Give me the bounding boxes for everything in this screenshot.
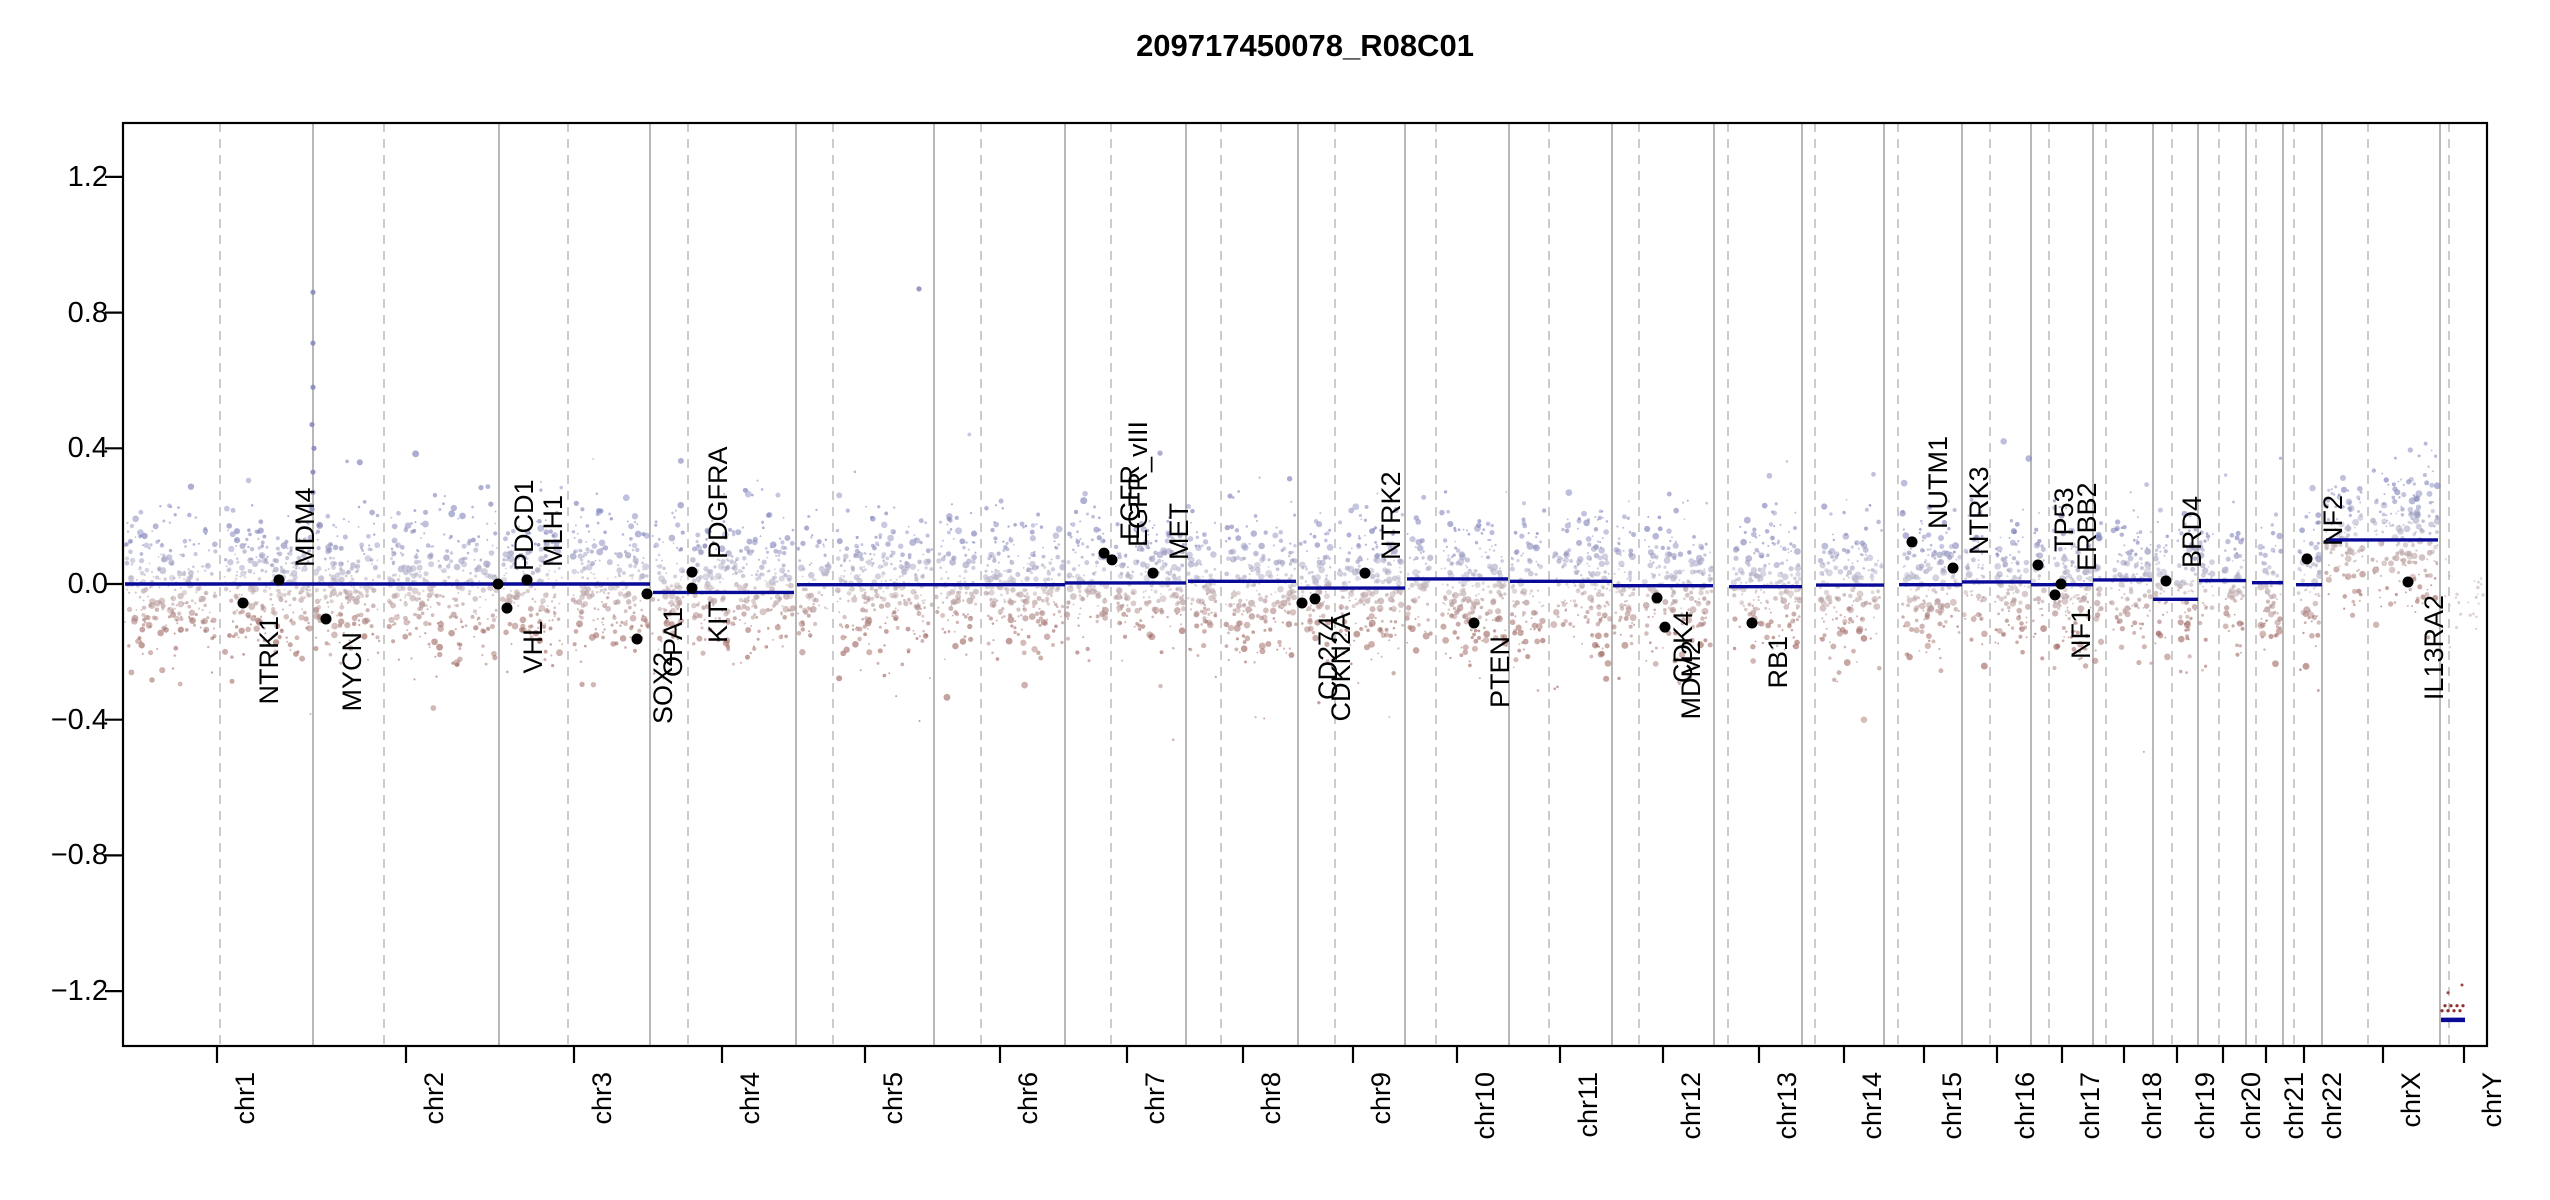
gene-marker-IL13RA2	[2402, 576, 2414, 588]
x-tick-label-chr22: chr22	[2317, 1072, 2347, 1140]
x-tick-label-chr20: chr20	[2236, 1072, 2266, 1140]
gene-label-MDM4: MDM4	[290, 487, 320, 567]
gene-label-PDCD1: PDCD1	[509, 479, 539, 571]
gene-label-PDGFRA: PDGFRA	[703, 446, 733, 560]
gene-marker-NF1	[2049, 589, 2061, 601]
x-tick-label-chr13: chr13	[1772, 1072, 1802, 1140]
gene-marker-RB1	[1746, 617, 1758, 629]
y-tick-label-−1.2: −1.2	[50, 975, 108, 1008]
gene-marker-NTRK2	[1359, 567, 1371, 579]
x-tick-label-chr11: chr11	[1573, 1072, 1603, 1138]
gene-label-CDKN2A: CDKN2A	[1326, 611, 1356, 722]
gene-label-NUTM1: NUTM1	[1923, 435, 1953, 529]
x-tick-label-chrX: chrX	[2396, 1072, 2426, 1128]
gene-marker-NTRK1	[237, 597, 249, 609]
x-tick-label-chr7: chr7	[1140, 1072, 1170, 1125]
x-tick-label-chr2: chr2	[419, 1072, 449, 1125]
x-tick-label-chr10: chr10	[1470, 1072, 1500, 1140]
gene-marker-MYCN	[320, 613, 332, 625]
x-tick-label-chrY: chrY	[2477, 1072, 2507, 1128]
gene-marker-KIT	[686, 582, 698, 594]
gene-label-MET: MET	[1164, 503, 1194, 561]
gene-marker-CD274	[1296, 597, 1308, 609]
gene-label-NF2: NF2	[2318, 494, 2348, 546]
gene-marker-CDKN2A	[1309, 593, 1321, 605]
gene-marker-VHL	[501, 602, 513, 614]
gene-marker-PDGFRA	[686, 566, 698, 578]
gene-marker-EGFR	[1098, 547, 1110, 559]
gene-marker-SOX2	[631, 633, 643, 645]
x-tick-label-chr3: chr3	[587, 1072, 617, 1125]
gene-marker-BRD4	[2160, 575, 2172, 587]
gene-marker-MLH1	[521, 574, 533, 586]
x-tick-label-chr15: chr15	[1937, 1072, 1967, 1140]
gene-label-BRD4: BRD4	[2177, 495, 2207, 568]
x-tick-label-chr19: chr19	[2190, 1072, 2220, 1140]
x-tick-label-chr6: chr6	[1013, 1072, 1043, 1125]
gene-marker-PDCD1	[492, 578, 504, 590]
plot-title: 209717450078_R08C01	[1136, 28, 1474, 63]
y-tick-label-0.0: 0.0	[67, 568, 108, 600]
gene-label-MLH1: MLH1	[538, 494, 568, 567]
gene-marker-MET	[1147, 567, 1159, 579]
x-tick-label-chr8: chr8	[1256, 1072, 1286, 1125]
x-tick-label-chr16: chr16	[2010, 1072, 2040, 1140]
gene-marker-CDK4	[1651, 592, 1663, 604]
gene-marker-PTEN	[1468, 617, 1480, 629]
gene-label-IL13RA2: IL13RA2	[2419, 594, 2449, 701]
x-tick-label-chr17: chr17	[2075, 1072, 2105, 1140]
x-tick-label-chr18: chr18	[2137, 1072, 2167, 1140]
segmentation-lines	[125, 538, 2465, 1023]
gene-label-ERBB2: ERBB2	[2072, 482, 2102, 571]
gene-label-NTRK1: NTRK1	[254, 615, 284, 705]
gene-marker-NTRK3	[1947, 562, 1959, 574]
x-tick-label-chr1: chr1	[230, 1072, 260, 1125]
gene-label-PTEN: PTEN	[1485, 636, 1515, 709]
x-tick-label-chr5: chr5	[878, 1072, 908, 1125]
gene-label-NTRK2: NTRK2	[1376, 471, 1406, 561]
y-tick-label-1.2: 1.2	[67, 160, 108, 193]
x-tick-label-chr12: chr12	[1676, 1072, 1706, 1140]
gene-marker-MDM4	[273, 574, 285, 586]
y-tick-label-0.4: 0.4	[67, 432, 108, 465]
gene-marker-TP53	[2032, 559, 2044, 571]
x-tick-label-chr14: chr14	[1857, 1072, 1887, 1140]
x-tick-label-chr9: chr9	[1366, 1072, 1396, 1125]
gene-label-VHL: VHL	[518, 621, 548, 674]
gene-marker-ERBB2	[2055, 578, 2067, 590]
gene-label-NF1: NF1	[2066, 607, 2096, 659]
gene-markers	[237, 536, 2414, 645]
gene-label-EGFR_vIII: EGFR_vIII	[1123, 420, 1153, 547]
gene-marker-EGFR_vIII	[1106, 554, 1118, 566]
gene-label-MYCN: MYCN	[337, 631, 367, 712]
gene-marker-OPA1	[641, 588, 653, 600]
gene-label-NTRK3: NTRK3	[1964, 466, 1994, 556]
gene-label-OPA1: OPA1	[658, 606, 688, 677]
gene-label-MDM2: MDM2	[1676, 640, 1706, 720]
scatter-points	[123, 286, 2485, 1013]
gene-marker-NUTM1	[1906, 536, 1918, 548]
x-tick-label-chr21: chr21	[2279, 1072, 2309, 1140]
y-tick-label-0.8: 0.8	[67, 296, 108, 329]
x-tick-label-chr4: chr4	[735, 1072, 765, 1125]
gene-marker-MDM2	[1659, 621, 1671, 633]
axes	[105, 121, 2489, 1063]
gene-label-RB1: RB1	[1763, 636, 1793, 689]
y-tick-label-−0.8: −0.8	[50, 839, 108, 872]
y-tick-label-−0.4: −0.4	[50, 703, 108, 736]
gene-label-KIT: KIT	[703, 601, 733, 644]
gene-marker-NF2	[2301, 553, 2313, 565]
